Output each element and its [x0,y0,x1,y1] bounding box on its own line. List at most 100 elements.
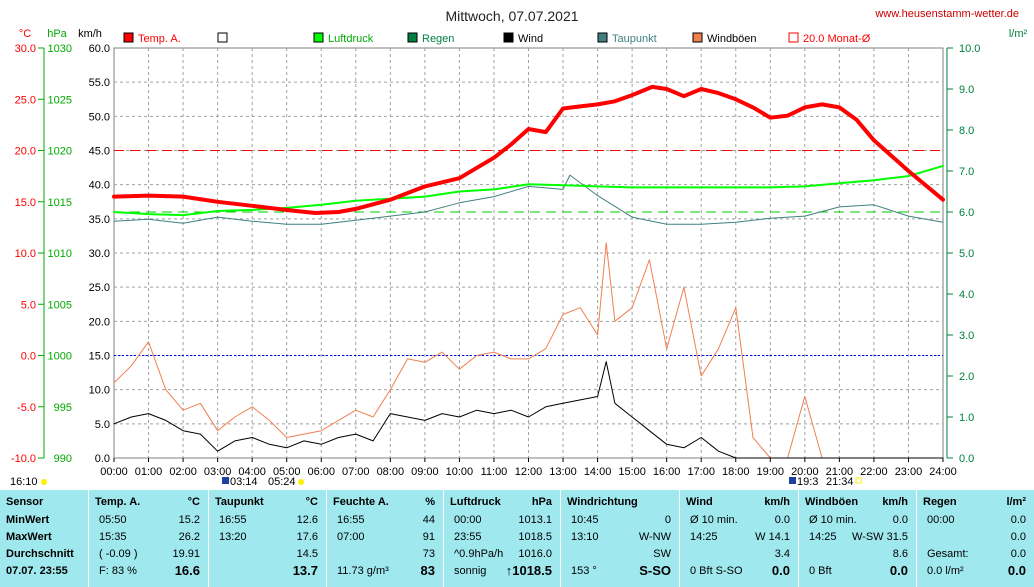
column-title: Regen [923,496,957,508]
cell-value: 19.91 [172,548,200,560]
press-tick-label: 1015 [48,197,72,209]
cell-label: Gesamt: [927,548,969,560]
rain-tick-label: 1.0 [959,412,974,424]
cell-label: ( -0.09 ) [99,548,138,560]
temp-unit-label: °C [19,28,31,40]
weather-chart: Mittwoch, 07.07.2021 www.heusenstamm-wet… [10,8,1028,488]
wind-tick-label: 15.0 [89,351,110,363]
legend-swatch [597,32,608,43]
moonset-label: 19:3 [797,476,818,488]
moonset-icon [789,477,796,484]
x-tick-label: 05:00 [273,466,301,478]
legend-label: Taupunkt [612,33,657,45]
legend-swatch-outline [788,32,799,43]
press-tick-label: 995 [54,402,72,414]
x-tick-label: 10:00 [446,466,474,478]
table-row: 3.4 [680,546,798,562]
table-row: 00:00 0.0 [917,512,1034,528]
cell-value: 13.7 [292,563,318,578]
table-row: 0.0 [917,529,1034,545]
cell-label: 00:00 [454,514,482,526]
reference-lines [114,150,943,356]
cell-label: 05:50 [99,514,127,526]
table-row: 15:35 26.2 [89,529,208,545]
cell-label: 153 ° [571,565,597,577]
cell-value: 1018.5 [518,531,552,543]
table-column: Feuchte A.% 16:55 44 07:00 91 73 11.73 g/m³ 83 [326,490,443,587]
column-unit: °C [305,496,318,508]
table-row: 14.5 [209,546,326,562]
wind-tick-label: 45.0 [89,146,110,158]
x-tick-label: 24:00 [929,466,957,478]
legend: Temp. A. Luftdruck Regen Wind Taupunkt Windbö… [123,32,871,45]
legend-swatch [692,32,703,43]
column-title: Temp. A. [95,496,141,508]
table-row: 73 [327,546,443,562]
legend-label: Luftdruck [328,33,374,45]
cell-value: 0.0 [1010,514,1026,526]
cell-value: 0.0 [1010,548,1026,560]
legend-label: Wind [518,33,543,45]
x-tick-label: 07:00 [342,466,370,478]
table-row: 00:00 1013.1 [444,512,560,528]
cell-label: Ø 10 min. [690,514,738,526]
press-tick-label: 1030 [48,43,72,55]
x-tick-label: 03:00 [204,466,232,478]
table-header-row: Windrichtung [561,494,679,510]
cell-value: 0.0 [774,514,790,526]
table-column: Luftdruck hPa 00:00 1013.1 23:55 1018.5 ^0.9hP… [443,490,560,587]
cell-label: 07:00 [337,531,365,543]
wind-tick-label: 55.0 [89,77,110,89]
table-header-row: Feuchte A.% [327,494,443,510]
x-tick-label: 21:00 [826,466,854,478]
legend-label: 20.0 Monat-Ø [803,33,871,45]
x-tick-label: 04:00 [238,466,266,478]
wind-tick-label: 0.0 [95,453,110,465]
cell-value: SW [653,548,671,560]
table-row: F: 83 % 16.6 [89,563,208,579]
x-tick-label: 17:00 [687,466,715,478]
temp-tick-label: 30.0 [15,43,36,55]
summary-table: Sensor MinWert MaxWert Durchschnitt 07.07. 2… [0,490,1034,587]
cell-label: MaxWert [6,531,52,543]
wind-tick-label: 10.0 [89,385,110,397]
table-column: Windrichtung 10:45 0 13:10 W-NW SW 153 ° S-SO [560,490,679,587]
legend-swatch [503,32,514,43]
x-tick-label: 00:00 [100,466,128,478]
series-line-windb-en [113,242,944,459]
sunrise-label: 05:24 [268,476,296,488]
sunset-label: 21:34 [826,476,854,488]
x-tick-label: 22:00 [860,466,888,478]
table-column: Temp. A. °C 05:50 15.2 15:35 26.2 ( -0.09 ) 19.… [88,490,208,587]
table-header-row: Windböen km/h [799,494,916,510]
press-tick-label: 1025 [48,94,72,106]
legend-label: Windböen [707,33,757,45]
cell-label: 13:10 [571,531,599,543]
press-tick-label: 1000 [48,351,72,363]
table-row: 23:55 1018.5 [444,529,560,545]
site-url[interactable]: www.heusenstamm-wetter.de [874,8,1019,20]
cell-value: 0.0 [1010,531,1026,543]
table-row: MaxWert [0,529,88,545]
table-column: Taupunkt °C 16:55 12.6 13:20 17.6 14.5 13.7 [208,490,326,587]
column-unit: l/m² [1006,496,1026,508]
cell-value: 73 [422,548,435,560]
table-header-row: Regen l/m² [917,494,1034,510]
cell-label: 16:55 [219,514,247,526]
sunset-icon [855,477,862,484]
rain-tick-label: 9.0 [959,84,974,96]
cell-value: 83 [420,563,435,578]
wind-unit-label: km/h [78,28,102,40]
table-row: 13:10 W-NW [561,529,679,545]
sunrise-time-label: 16:10 [10,476,38,488]
temp-tick-label: 20.0 [15,146,36,158]
cell-value: W-NW [638,531,671,543]
table-row: ^0.9hPa/h 1016.0 [444,546,560,562]
table-row: 0 Bft S-SO 0.0 [680,563,798,579]
series-line-temp-a [112,84,945,215]
x-tick-label: 20:00 [791,466,819,478]
table-row: 14:25 W-SW 31.5 [799,529,916,545]
press-tick-label: 1010 [48,248,72,260]
column-title: Sensor [6,496,44,508]
legend-swatch [407,32,418,43]
